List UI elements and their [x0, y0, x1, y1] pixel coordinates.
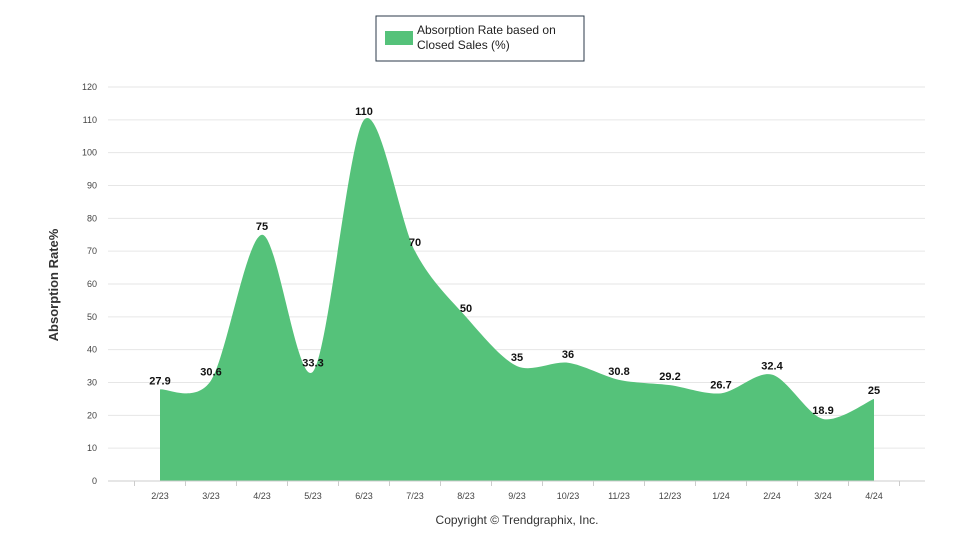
y-tick-label-50: 50 — [87, 312, 97, 322]
y-tick-label-0: 0 — [92, 476, 97, 486]
data-label-12/23: 29.2 — [659, 371, 680, 383]
legend-swatch — [385, 31, 413, 45]
y-tick-label-30: 30 — [87, 378, 97, 388]
x-tick-label-10/23: 10/23 — [557, 491, 580, 501]
data-point-11/23 — [617, 378, 621, 382]
data-point-10/23 — [566, 361, 570, 365]
y-tick-label-80: 80 — [87, 213, 97, 223]
data-point-1/24 — [719, 391, 723, 395]
data-label-9/23: 35 — [511, 352, 523, 364]
x-tick-label-4/24: 4/24 — [865, 491, 883, 501]
x-tick-label-6/23: 6/23 — [355, 491, 373, 501]
x-tick-label-2/24: 2/24 — [763, 491, 781, 501]
data-point-12/23 — [668, 383, 672, 387]
data-point-8/23 — [464, 315, 468, 319]
y-tick-label-110: 110 — [83, 115, 97, 125]
legend[interactable]: Absorption Rate based on Closed Sales (%… — [375, 15, 585, 62]
data-point-3/24 — [821, 417, 825, 421]
data-point-6/23 — [362, 118, 366, 122]
y-tick-label-20: 20 — [87, 410, 97, 420]
x-tick-label-3/24: 3/24 — [814, 491, 832, 501]
data-point-2/23 — [158, 387, 162, 391]
data-label-7/23: 70 — [409, 237, 421, 249]
data-label-5/23: 33.3 — [302, 358, 323, 370]
y-tick-label-70: 70 — [87, 246, 97, 256]
x-tick-label-1/24: 1/24 — [712, 491, 730, 501]
data-point-4/23 — [260, 233, 264, 237]
data-label-1/24: 26.7 — [710, 379, 731, 391]
x-tick-label-9/23: 9/23 — [508, 491, 526, 501]
legend-label-line2: Closed Sales (%) — [417, 38, 510, 52]
data-label-10/23: 36 — [562, 349, 574, 361]
data-label-11/23: 30.8 — [608, 366, 629, 378]
x-tick-label-2/23: 2/23 — [151, 491, 169, 501]
x-tick-label-7/23: 7/23 — [406, 491, 424, 501]
series-area-fill — [160, 117, 874, 481]
y-tick-label-120: 120 — [82, 82, 97, 92]
x-tick-label-4/23: 4/23 — [253, 491, 271, 501]
data-point-4/24 — [872, 397, 876, 401]
x-tick-label-8/23: 8/23 — [457, 491, 475, 501]
legend-label-line1: Absorption Rate based on — [417, 23, 556, 37]
data-label-3/23: 30.6 — [200, 367, 221, 379]
data-labels: 27.9 30.6 75 33.3 110 70 50 35 36 30.8 29.2 26.7 32.… — [149, 106, 880, 417]
y-tick-label-10: 10 — [87, 443, 97, 453]
y-tick-label-40: 40 — [87, 345, 97, 355]
x-tick-label-3/23: 3/23 — [202, 491, 220, 501]
data-point-3/23 — [209, 379, 213, 383]
data-point-2/24 — [770, 373, 774, 377]
data-label-4/24: 25 — [868, 385, 880, 397]
data-label-8/23: 50 — [460, 303, 472, 315]
series-area — [158, 117, 876, 481]
y-axis-title: Absorption Rate% — [46, 228, 61, 341]
y-tick-label-90: 90 — [87, 181, 97, 191]
x-tick-label-11/23: 11/23 — [608, 491, 630, 501]
data-label-3/24: 18.9 — [812, 405, 833, 417]
y-tick-label-60: 60 — [87, 279, 97, 289]
data-label-2/24: 32.4 — [761, 361, 783, 373]
copyright-credit: Copyright © Trendgraphix, Inc. — [436, 513, 599, 527]
x-tick-label-5/23: 5/23 — [304, 491, 322, 501]
axes: 0 10 20 30 40 50 60 70 80 90 100 110 120 2/23 3/23 4/23… — [82, 82, 925, 501]
x-tick-label-12/23: 12/23 — [659, 491, 682, 501]
data-point-9/23 — [515, 364, 519, 368]
data-label-6/23: 110 — [355, 106, 373, 118]
data-label-4/23: 75 — [256, 221, 268, 233]
y-tick-label-100: 100 — [82, 148, 97, 158]
data-label-2/23: 27.9 — [149, 375, 170, 387]
data-point-5/23 — [311, 370, 315, 374]
data-point-7/23 — [413, 249, 417, 253]
